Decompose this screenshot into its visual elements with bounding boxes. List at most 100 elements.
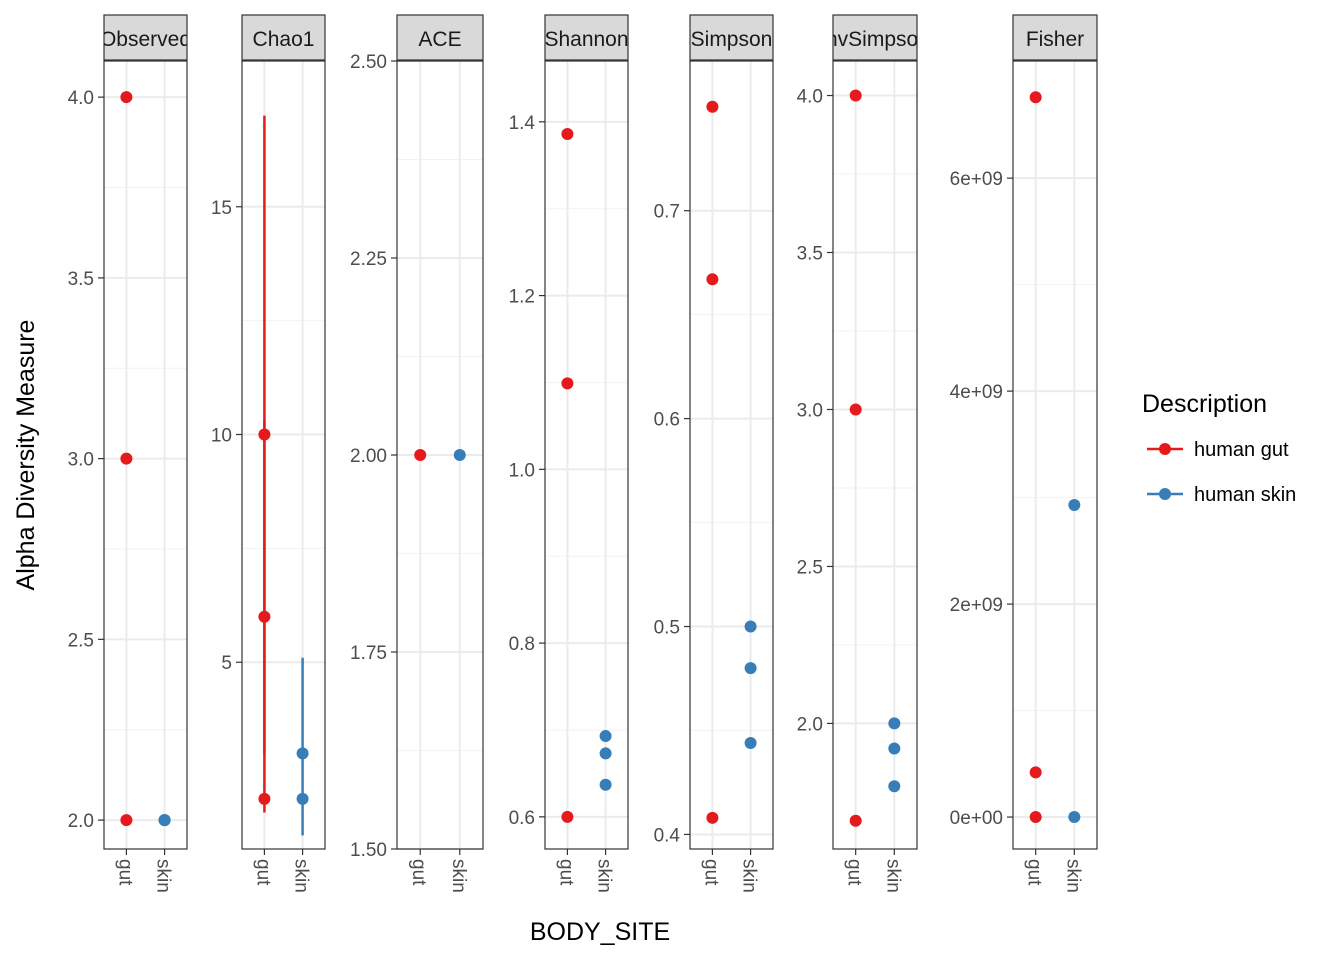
panel-border bbox=[832, 60, 918, 850]
panel-border bbox=[689, 60, 774, 850]
legend-label-human-skin: human skin bbox=[1194, 484, 1296, 506]
y-tick-label: 0.4 bbox=[654, 825, 681, 846]
data-point-gut bbox=[849, 814, 862, 827]
data-point-gut bbox=[561, 810, 574, 823]
panel-border bbox=[544, 60, 629, 850]
x-axis-title: BODY_SITE bbox=[530, 918, 670, 946]
panel-ace: ACE 1.50 1.75 2.00 2.25 2.50 gut skin bbox=[350, 14, 484, 893]
y-tick-label: 1.50 bbox=[350, 840, 387, 861]
data-point-skin bbox=[599, 747, 612, 760]
x-tick-label-gut: gut bbox=[252, 859, 273, 886]
y-tick-label: 0.8 bbox=[509, 634, 535, 655]
data-point-gut bbox=[561, 377, 574, 390]
data-point-skin bbox=[744, 620, 757, 633]
data-point-skin bbox=[158, 814, 171, 827]
y-tick-label: 10 bbox=[211, 426, 232, 447]
y-tick-label: 5 bbox=[221, 653, 232, 674]
y-tick-label: 6e+09 bbox=[950, 169, 1003, 190]
legend: Description human gut human skin bbox=[1142, 390, 1296, 506]
data-point-gut bbox=[706, 811, 719, 824]
data-point-gut bbox=[1029, 91, 1042, 104]
x-tick-label-gut: gut bbox=[844, 859, 865, 886]
x-tick-label-gut: gut bbox=[555, 859, 576, 886]
data-point-gut bbox=[1029, 811, 1042, 824]
data-point-gut bbox=[849, 403, 862, 416]
x-tick-label-skin: skin bbox=[739, 859, 760, 893]
panel-invsimpson: InvSimpson 2.0 2.5 3.0 3.5 4.0 gut skin bbox=[797, 14, 930, 893]
data-point-skin bbox=[744, 662, 757, 675]
panel-fisher: Fisher 0e+00 2e+09 4e+09 6e+09 gut skin bbox=[950, 14, 1098, 893]
strip-box bbox=[544, 14, 629, 61]
panel-border bbox=[1012, 60, 1098, 850]
legend-title: Description bbox=[1142, 390, 1267, 418]
x-tick-label-skin: skin bbox=[153, 859, 174, 893]
y-tick-label: 2.0 bbox=[68, 811, 94, 832]
y-tick-label: 2.0 bbox=[797, 714, 823, 735]
y-tick-label: 4e+09 bbox=[950, 382, 1003, 403]
data-point-skin bbox=[744, 736, 757, 749]
strip-label-simpson: Simpson bbox=[691, 28, 773, 51]
y-tick-label: 3.5 bbox=[68, 269, 94, 290]
panel-chao1: Chao1 5 10 15 gut skin bbox=[211, 14, 326, 893]
data-point-gut bbox=[120, 452, 133, 465]
strip-label-shannon: Shannon bbox=[544, 28, 628, 51]
y-tick-label: 0.6 bbox=[509, 808, 535, 829]
strip-label-invsimpson: InvSimpson bbox=[820, 28, 930, 51]
x-tick-label-skin: skin bbox=[882, 859, 903, 893]
y-axis-title: Alpha Diversity Measure bbox=[12, 320, 40, 591]
y-tick-label: 3.0 bbox=[68, 450, 94, 471]
data-point-skin bbox=[1068, 811, 1081, 824]
x-tick-label-skin: skin bbox=[448, 859, 469, 893]
y-tick-label: 0.5 bbox=[654, 618, 680, 639]
data-point-skin bbox=[296, 747, 309, 760]
data-point-skin bbox=[888, 742, 901, 755]
data-point-gut bbox=[561, 127, 574, 140]
data-point-skin bbox=[888, 780, 901, 793]
y-tick-label: 15 bbox=[211, 198, 232, 219]
y-tick-label: 0.6 bbox=[654, 410, 680, 431]
data-point-skin bbox=[1068, 499, 1081, 512]
panel-shannon: Shannon 0.6 0.8 1.0 1.2 1.4 gut skin bbox=[509, 14, 629, 893]
x-tick-label-skin: skin bbox=[594, 859, 615, 893]
data-point-gut bbox=[120, 91, 133, 104]
data-point-skin bbox=[453, 449, 466, 461]
y-tick-label: 2e+09 bbox=[950, 595, 1003, 616]
data-point-skin bbox=[888, 717, 901, 730]
strip-label-fisher: Fisher bbox=[1026, 28, 1084, 51]
y-tick-label: 4.0 bbox=[797, 87, 823, 108]
y-tick-label: 3.5 bbox=[797, 244, 823, 265]
y-tick-label: 2.5 bbox=[68, 630, 94, 651]
data-point-gut bbox=[706, 273, 719, 286]
x-tick-label-gut: gut bbox=[1024, 859, 1045, 886]
x-tick-label-skin: skin bbox=[291, 859, 312, 893]
data-point-gut bbox=[120, 814, 133, 827]
strip-box bbox=[1012, 14, 1098, 61]
y-tick-label: 1.4 bbox=[509, 113, 536, 134]
data-point-skin bbox=[599, 778, 612, 791]
y-tick-label: 0e+00 bbox=[950, 808, 1003, 829]
strip-label-chao1: Chao1 bbox=[253, 28, 315, 51]
data-point-skin bbox=[296, 792, 309, 805]
x-tick-label-gut: gut bbox=[114, 859, 135, 886]
data-point-gut bbox=[258, 792, 271, 805]
strip-box bbox=[689, 14, 774, 61]
data-point-gut bbox=[849, 89, 862, 102]
data-point-gut bbox=[1029, 766, 1042, 779]
x-tick-label-skin: skin bbox=[1062, 859, 1083, 893]
legend-key-point-human-skin bbox=[1159, 488, 1171, 500]
strip-box bbox=[832, 14, 918, 61]
panel-border bbox=[241, 60, 326, 850]
x-tick-label-gut: gut bbox=[700, 859, 721, 886]
y-tick-label: 2.00 bbox=[350, 446, 387, 467]
y-tick-label: 4.0 bbox=[68, 88, 94, 109]
y-tick-label: 2.5 bbox=[797, 557, 823, 578]
strip-label-ace: ACE bbox=[418, 28, 461, 51]
legend-label-human-gut: human gut bbox=[1194, 439, 1289, 461]
y-tick-label: 3.0 bbox=[797, 400, 823, 421]
strip-label-observed: Observed bbox=[100, 28, 191, 51]
panel-simpson: Simpson 0.4 0.5 0.6 0.7 gut skin bbox=[654, 14, 774, 893]
strip-box bbox=[396, 14, 484, 61]
y-tick-label: 1.0 bbox=[509, 460, 535, 481]
